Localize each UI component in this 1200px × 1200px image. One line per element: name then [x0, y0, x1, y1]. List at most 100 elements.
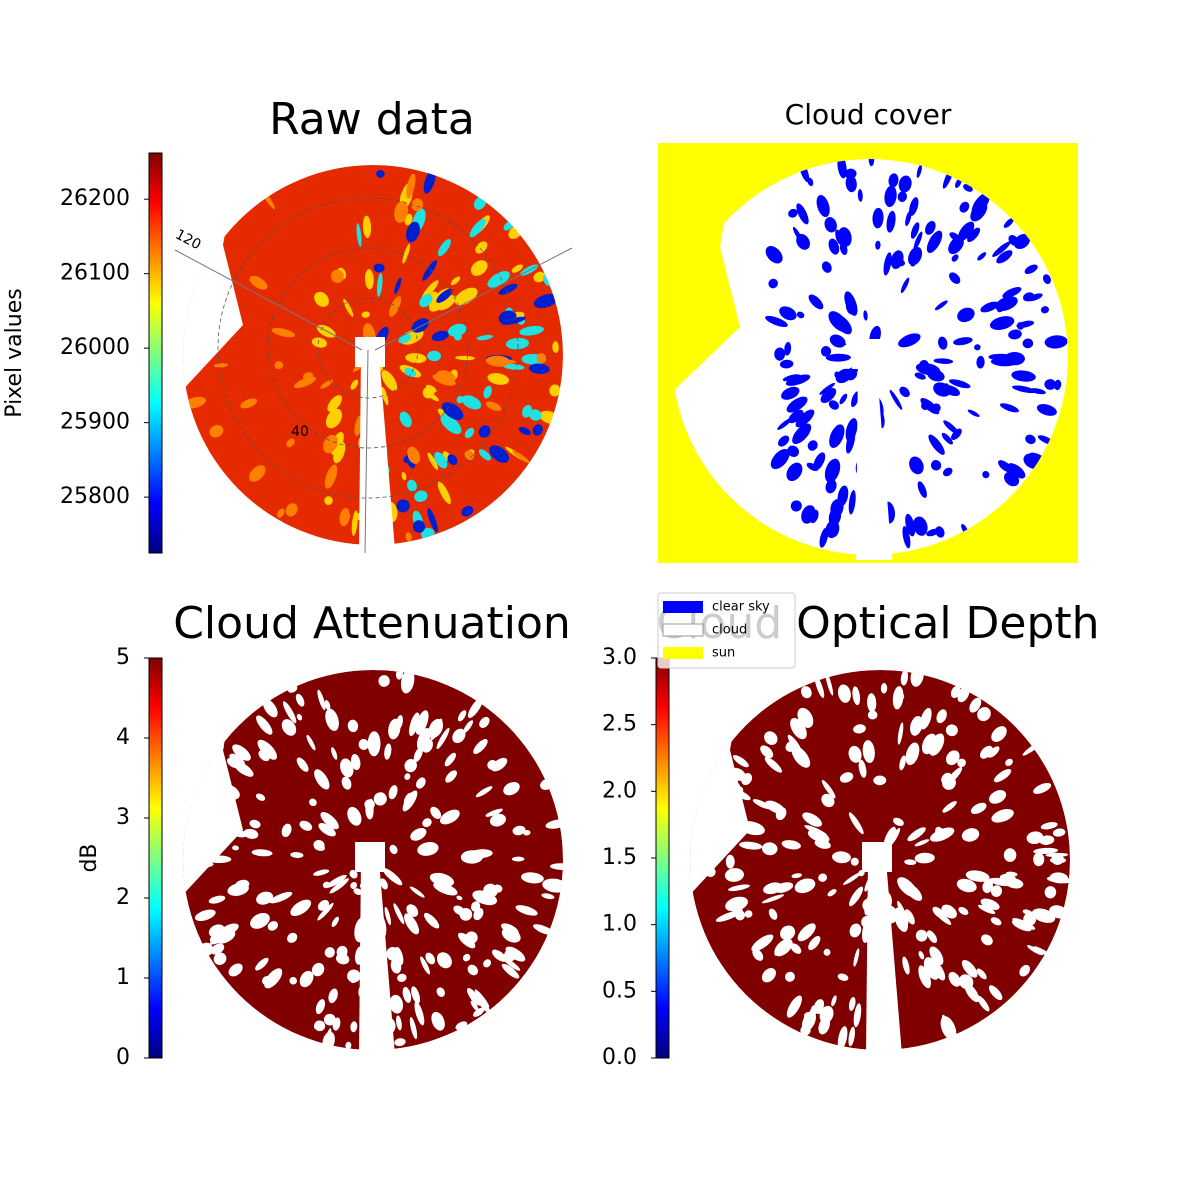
blob [437, 295, 456, 311]
blob [728, 884, 750, 892]
blob [437, 239, 451, 257]
blob [251, 849, 273, 857]
blob [411, 198, 423, 212]
blob [350, 379, 359, 390]
y-tick-label: 26000 [60, 335, 130, 360]
mask-sun [355, 337, 385, 367]
blob [967, 227, 981, 243]
blob [475, 241, 488, 254]
blob [915, 362, 941, 376]
blob [501, 923, 519, 935]
blob [541, 893, 555, 900]
blob [949, 272, 961, 284]
blob [381, 387, 389, 406]
blob [848, 490, 856, 515]
polar-label: 40 [291, 424, 309, 440]
blob [382, 868, 403, 886]
blob [401, 472, 407, 481]
blob [724, 868, 744, 882]
polar-grid [217, 197, 519, 499]
blob [786, 396, 808, 413]
blob [820, 388, 837, 403]
blob [910, 222, 920, 239]
blob [821, 793, 835, 808]
mask-wedge [359, 860, 395, 1055]
blob [934, 300, 948, 311]
blob [322, 881, 331, 889]
blob [208, 924, 225, 938]
blob [976, 355, 985, 369]
blob [404, 913, 420, 935]
blob [436, 987, 445, 997]
blob [340, 758, 354, 778]
blob [821, 261, 832, 273]
blob [384, 743, 392, 760]
blob [761, 968, 776, 983]
blob [367, 731, 381, 757]
blob [844, 168, 857, 179]
blob [501, 963, 520, 979]
blob [1011, 370, 1036, 382]
blob [1033, 847, 1059, 855]
blob [386, 947, 400, 961]
y-tick-label: 0.0 [602, 1045, 637, 1070]
blob [785, 374, 811, 386]
blob [390, 958, 402, 974]
blob [353, 888, 363, 896]
blob [914, 852, 935, 864]
blob [829, 334, 846, 348]
blob [905, 742, 920, 766]
blob [421, 739, 434, 753]
blob [1025, 434, 1036, 445]
blob [949, 232, 961, 242]
blob [996, 250, 1013, 264]
blob [1008, 235, 1019, 246]
blob [917, 481, 927, 498]
blob [929, 946, 944, 966]
blob [436, 727, 450, 750]
colorbar [148, 152, 163, 554]
blob [996, 306, 1004, 313]
blob [781, 840, 801, 850]
blob [406, 479, 417, 492]
blob [976, 968, 987, 980]
blob [921, 733, 937, 755]
blob [529, 409, 542, 421]
blob [1049, 857, 1067, 864]
blob [948, 971, 961, 987]
y-tick-label: 25800 [60, 484, 130, 509]
blob [413, 746, 423, 763]
blob [388, 785, 398, 800]
blob [974, 344, 981, 351]
blob [336, 953, 350, 965]
blob [469, 218, 486, 238]
blob [306, 734, 316, 751]
y-tick-label: 1.5 [602, 845, 637, 870]
blob [867, 710, 878, 720]
y-tick-label: 4 [116, 725, 130, 750]
blob [1024, 264, 1038, 275]
blob [284, 724, 292, 734]
blob [774, 347, 786, 361]
blob [897, 877, 917, 897]
blob [373, 792, 387, 806]
blob [837, 973, 849, 981]
blob [929, 827, 955, 842]
blob [1032, 908, 1056, 923]
blob [946, 750, 960, 766]
blob [512, 450, 530, 464]
blob [835, 229, 843, 245]
blob [410, 827, 427, 841]
blob [464, 450, 475, 461]
blob [821, 780, 836, 799]
blob [296, 713, 303, 721]
blob [893, 817, 904, 826]
legend-swatch [663, 601, 703, 613]
blob [819, 1005, 834, 1024]
legend-label: sun [712, 646, 735, 661]
blob [779, 359, 794, 369]
colorbar [655, 657, 670, 1059]
blob [313, 840, 325, 851]
blob [892, 686, 904, 710]
blob [977, 252, 987, 261]
